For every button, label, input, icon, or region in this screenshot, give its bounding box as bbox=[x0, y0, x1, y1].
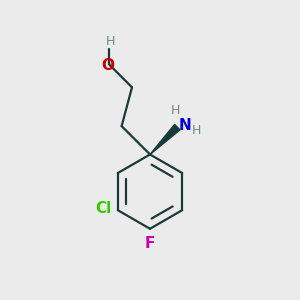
Text: Cl: Cl bbox=[96, 201, 112, 216]
Text: H: H bbox=[192, 124, 202, 136]
Text: H: H bbox=[171, 104, 181, 117]
Text: O: O bbox=[101, 58, 114, 73]
Polygon shape bbox=[150, 124, 180, 154]
Text: N: N bbox=[179, 118, 192, 133]
Text: H: H bbox=[106, 35, 115, 48]
Text: F: F bbox=[145, 236, 155, 251]
